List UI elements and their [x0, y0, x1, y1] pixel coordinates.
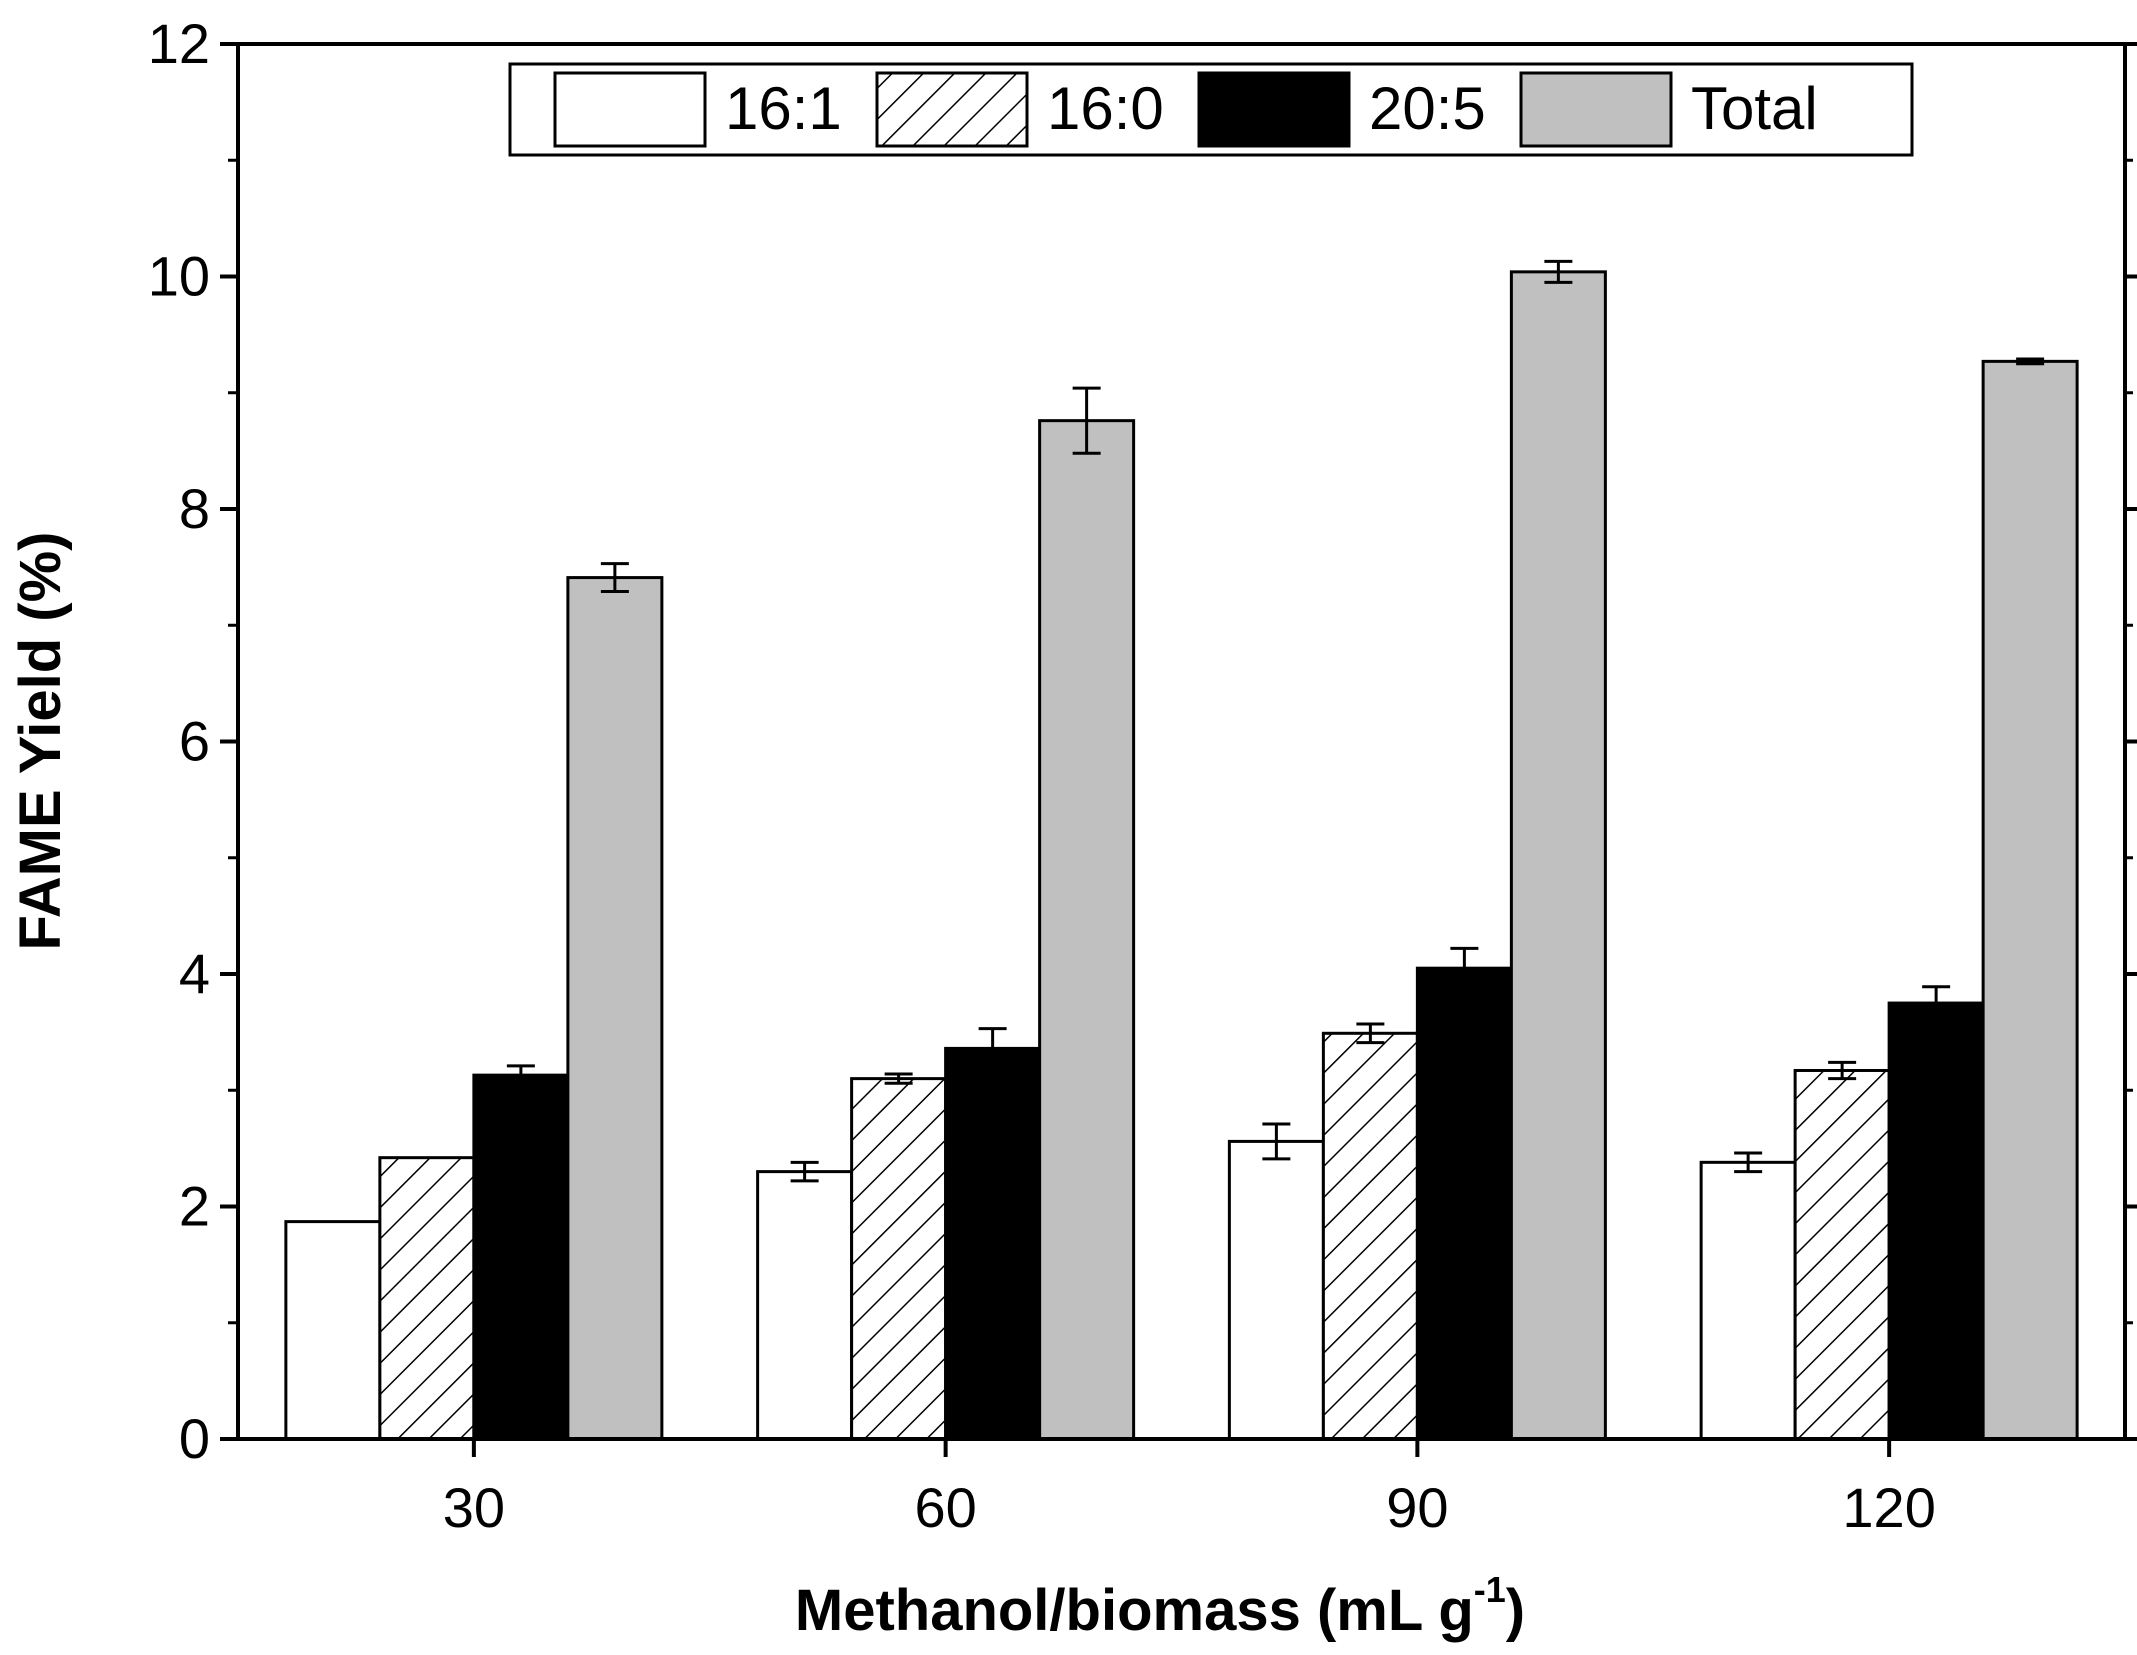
bar-20-5-90	[1415, 966, 1513, 1441]
legend-item-total: Total	[1519, 71, 1818, 148]
x-tick-label: 120	[1842, 1476, 1935, 1539]
y-tick-label: 8	[179, 477, 210, 540]
legend-swatch	[553, 71, 707, 148]
x-axis-title: Methanol/biomass (mL g-1)	[795, 1569, 1525, 1643]
bar-16-1-60	[756, 1170, 854, 1441]
legend-swatch	[1519, 71, 1673, 148]
error-bar-16-1-90	[1262, 1122, 1291, 1161]
x-axis-title-main: Methanol/biomass (mL g	[795, 1578, 1474, 1643]
bar-16-0-90	[1321, 1031, 1419, 1441]
error-bar-16-1-120	[1734, 1151, 1763, 1174]
y-axis-title: FAME Yield (%)	[8, 532, 73, 951]
x-tick-label: 90	[1386, 1476, 1448, 1539]
x-tick-label: 60	[914, 1476, 976, 1539]
bar-total-120	[1981, 359, 2079, 1441]
error-bar-total-60	[1072, 386, 1101, 455]
x-axis: 30 60 90 120	[443, 1439, 1936, 1539]
error-bar-20-5-60	[978, 1027, 1007, 1070]
x-axis-title-sup: -1	[1474, 1569, 1506, 1610]
bar-16-1-30	[284, 1220, 382, 1441]
error-bar-20-5-30	[506, 1064, 535, 1086]
error-bar-20-5-90	[1450, 946, 1479, 990]
legend-label: 20:5	[1369, 75, 1486, 142]
bars-layer	[284, 270, 2079, 1441]
error-bar-16-0-120	[1828, 1060, 1857, 1081]
x-axis-title-close: )	[1506, 1578, 1525, 1643]
bar-20-5-30	[472, 1073, 570, 1441]
legend-label: 16:1	[725, 75, 842, 142]
bar-total-60	[1038, 419, 1136, 1441]
error-bar-20-5-120	[1922, 985, 1951, 1021]
x-tick-label: 30	[443, 1476, 505, 1539]
error-bar-total-30	[600, 562, 629, 594]
legend: 16:1 16:0 20:5 Total	[508, 62, 1914, 157]
y-tick-label: 12	[148, 12, 210, 75]
legend-item-20-5: 20:5	[1197, 71, 1486, 148]
bar-total-90	[1509, 270, 1607, 1441]
legend-swatch	[875, 71, 1029, 148]
error-bar-16-0-60	[884, 1072, 913, 1085]
y-tick-label: 0	[179, 1407, 210, 1470]
legend-label: 16:0	[1047, 75, 1164, 142]
y-tick-label: 4	[179, 942, 210, 1005]
bar-20-5-60	[944, 1046, 1042, 1441]
bar-16-0-60	[850, 1077, 948, 1441]
error-bar-total-120	[2016, 357, 2045, 366]
bar-16-0-120	[1793, 1068, 1891, 1441]
y-tick-label: 2	[179, 1175, 210, 1238]
legend-item-16-0: 16:0	[875, 71, 1164, 148]
error-bar-16-1-60	[790, 1160, 819, 1183]
legend-label: Total	[1691, 75, 1818, 142]
error-bars-layer	[506, 259, 2045, 1183]
bar-total-30	[566, 576, 664, 1441]
error-bar-total-90	[1544, 259, 1573, 284]
bar-16-1-120	[1699, 1160, 1797, 1441]
y-tick-label: 6	[179, 710, 210, 773]
error-bar-16-0-90	[1356, 1022, 1385, 1045]
legend-swatch	[1197, 71, 1351, 148]
legend-item-16-1: 16:1	[553, 71, 842, 148]
bar-16-0-30	[378, 1156, 476, 1441]
y-axis: 0 2 4 6 8 10 12	[148, 12, 2137, 1470]
bar-16-1-90	[1227, 1139, 1325, 1441]
bar-20-5-120	[1887, 1001, 1985, 1441]
y-tick-label: 10	[148, 245, 210, 308]
